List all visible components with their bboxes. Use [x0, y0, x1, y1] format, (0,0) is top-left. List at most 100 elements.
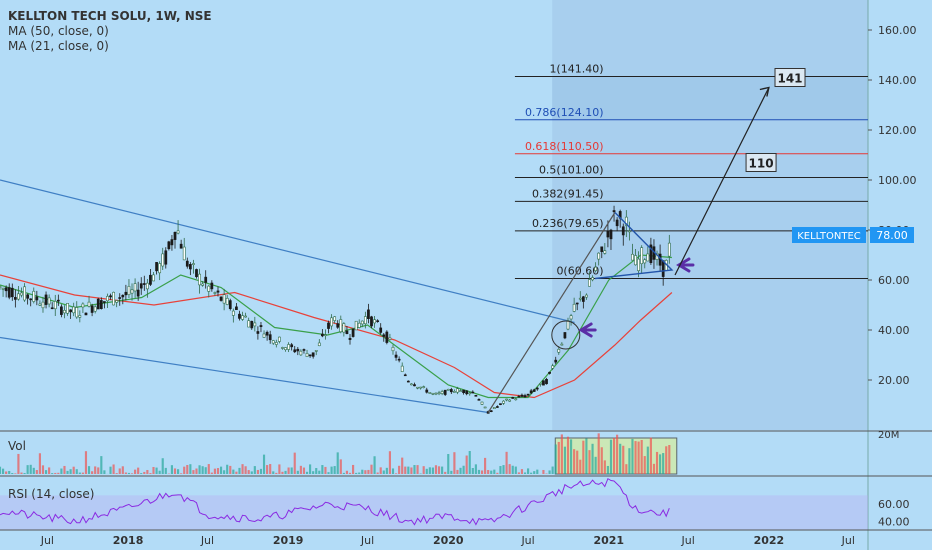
volume-bar — [94, 466, 97, 474]
rsi-line — [0, 477, 670, 526]
volume-bar — [407, 466, 410, 474]
candle-body — [453, 391, 456, 393]
candle-body — [231, 310, 235, 316]
candle-body — [413, 384, 416, 387]
volume-bar — [143, 471, 146, 474]
candle-body — [139, 283, 143, 289]
volume-bar — [520, 469, 524, 474]
volume-bar — [441, 466, 444, 474]
candle-body — [274, 342, 278, 345]
volume-bar — [352, 464, 355, 474]
volume-bar — [662, 453, 665, 474]
candle-body — [342, 323, 346, 333]
candle-body — [400, 365, 404, 372]
candle-body — [284, 347, 287, 350]
triangle-pattern — [595, 212, 674, 280]
volume-bar — [216, 468, 220, 474]
candle-body — [535, 387, 539, 390]
volume-bar — [124, 472, 127, 474]
candle-body — [327, 322, 330, 329]
candle-body — [548, 371, 551, 374]
candle-body — [63, 309, 66, 314]
candle-body — [176, 230, 180, 234]
candle-body — [446, 389, 450, 391]
candle-body — [124, 291, 128, 296]
candles-group — [0, 205, 671, 414]
volume-bar — [23, 472, 26, 474]
volume-bar — [459, 467, 462, 474]
volume-bar — [628, 448, 631, 474]
volume-bar — [213, 468, 216, 474]
recent-region-shade — [552, 0, 868, 430]
candle-body — [520, 394, 524, 397]
volume-bar — [511, 465, 514, 474]
volume-bar — [367, 469, 370, 474]
volume-bar — [373, 456, 376, 474]
candle-body — [35, 296, 39, 301]
volume-bar — [195, 468, 198, 474]
volume-bar — [278, 464, 281, 474]
volume-bar — [422, 466, 425, 474]
x-tick-label: 2022 — [754, 534, 785, 547]
candle-body — [419, 386, 422, 389]
rally-trend-line — [487, 212, 616, 413]
volume-bar — [29, 464, 32, 474]
candle-body — [50, 307, 54, 310]
candle-body — [634, 255, 637, 266]
candle-body — [198, 273, 201, 286]
x-tick-label: Jul — [841, 534, 855, 547]
volume-bar — [149, 473, 152, 474]
volume-bar — [189, 464, 192, 474]
volume-bar — [576, 450, 579, 474]
candle-body — [118, 297, 122, 299]
candle-body — [170, 239, 174, 246]
volume-bar — [401, 457, 404, 474]
candle-body — [474, 395, 478, 397]
y-tick-label: 100.00 — [878, 174, 917, 187]
candle-body — [188, 264, 192, 270]
volume-bar — [48, 467, 51, 474]
volume-bar — [471, 468, 474, 474]
volume-bar — [198, 465, 201, 474]
candle-body — [425, 389, 429, 393]
candle-body — [112, 291, 115, 306]
volume-bar — [158, 470, 161, 474]
last-price-label: 78.00 — [876, 229, 908, 242]
candle-body — [161, 253, 165, 267]
candle-body — [502, 400, 505, 404]
candle-body — [437, 392, 441, 395]
volume-bar — [410, 467, 413, 474]
candle-body — [468, 392, 472, 395]
volume-bar — [554, 444, 557, 474]
volume-bar — [327, 472, 330, 474]
candle-body — [271, 340, 275, 344]
candle-body — [158, 263, 162, 274]
volume-bar — [290, 467, 293, 474]
volume-bar — [296, 470, 299, 474]
candle-body — [597, 252, 601, 260]
volume-bar — [8, 470, 11, 474]
candle-body — [612, 210, 616, 213]
volume-bar — [87, 466, 91, 474]
candle-body — [29, 298, 33, 301]
fib-level-label: 1(141.40) — [549, 63, 603, 76]
volume-bar — [262, 454, 266, 474]
volume-bar — [164, 467, 167, 474]
candle-body — [201, 283, 205, 286]
volume-bar — [385, 467, 388, 474]
candle-body — [646, 253, 650, 262]
candle-body — [192, 263, 195, 265]
candle-body — [182, 246, 186, 261]
volume-bar — [14, 473, 17, 474]
volume-bar — [91, 471, 94, 474]
candle-body — [391, 346, 395, 352]
candle-body — [20, 292, 23, 296]
target-label: 141 — [777, 72, 802, 86]
volume-bar — [652, 463, 656, 474]
volume-bar — [348, 472, 352, 474]
candle-body — [256, 331, 260, 334]
candle-body — [23, 286, 26, 301]
volume-bar — [560, 434, 563, 474]
